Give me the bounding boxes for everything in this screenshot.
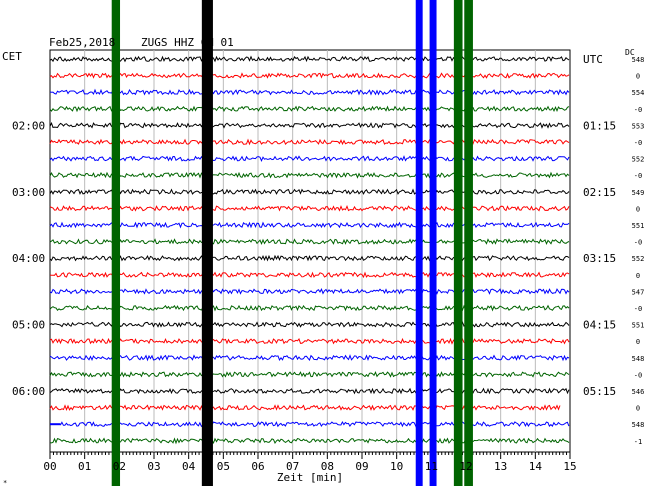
trace-row-5: [49, 138, 570, 146]
cet-hour-label: 06:00: [12, 385, 45, 398]
dc-offset-value: -0: [634, 106, 642, 114]
dc-offset-value: 552: [632, 255, 645, 263]
x-tick-label: 10: [390, 460, 403, 473]
cet-hour-label: 02:00: [12, 119, 45, 132]
trace-row-16: [49, 320, 570, 328]
dc-offset-value: 551: [632, 222, 645, 230]
utc-hour-label: 01:15: [583, 119, 616, 132]
cet-hour-label: 03:00: [12, 186, 45, 199]
trace-layer: [49, 55, 570, 445]
trace-row-0: [49, 55, 570, 63]
x-tick-label: 12: [459, 460, 472, 473]
trace-row-6: [49, 155, 570, 162]
event-6-band: [464, 0, 473, 486]
trace-row-4: [49, 121, 570, 129]
x-tick-label: 00: [43, 460, 56, 473]
trace-row-1: [49, 72, 570, 79]
dc-offset-value: -0: [634, 371, 642, 379]
dc-offset-value: 546: [632, 388, 645, 396]
dc-offset-value: -1: [634, 438, 642, 446]
trace-row-19: [49, 371, 570, 378]
event-5-band: [453, 0, 463, 486]
x-tick-label: 13: [494, 460, 507, 473]
left-timezone-label: CET: [2, 50, 22, 63]
utc-hour-label: 04:15: [583, 319, 616, 332]
dc-offset-value: 548: [632, 56, 645, 64]
trace-row-12: [49, 254, 570, 262]
event-4-band: [429, 0, 437, 486]
utc-hour-label: 05:15: [583, 385, 616, 398]
utc-hour-label: 03:15: [583, 252, 616, 265]
trace-row-10: [49, 221, 570, 229]
dc-offset-value: 548: [632, 421, 645, 429]
x-tick-label: 08: [321, 460, 334, 473]
cet-hour-label: 04:00: [12, 252, 45, 265]
trace-row-9: [49, 204, 570, 212]
x-axis-title: Zeit [min]: [277, 471, 343, 484]
x-tick-label: 05: [217, 460, 230, 473]
trace-row-8: [49, 188, 570, 195]
trace-row-7: [49, 171, 570, 179]
x-tick-label: 02: [113, 460, 126, 473]
dc-offset-value: 549: [632, 189, 645, 197]
trace-row-23: [49, 437, 570, 445]
trace-row-11: [49, 238, 570, 246]
trace-row-22: [59, 420, 570, 428]
utc-header-label: UTC: [583, 53, 603, 66]
corner-mark: *: [3, 479, 7, 487]
trace-row-14: [49, 287, 570, 295]
x-tick-label: 03: [147, 460, 160, 473]
cet-hour-label: 05:00: [12, 319, 45, 332]
dc-offset-value: 547: [632, 288, 645, 296]
dc-offset-value: 551: [632, 322, 645, 330]
label-layer: CET Feb25,2018 ZUGS HHZ CH 01 DC Zeit [m…: [2, 36, 644, 487]
dc-offset-value: 0: [636, 338, 640, 346]
trace-row-20: [49, 387, 570, 395]
grid-layer: [49, 49, 571, 459]
x-tick-label: 15: [563, 460, 576, 473]
x-tick-label: 06: [251, 460, 264, 473]
dc-offset-value: 552: [632, 156, 645, 164]
event-2-band: [201, 0, 213, 486]
dc-offset-value: 0: [636, 405, 640, 413]
trace-row-18: [49, 354, 570, 362]
date-label: Feb25,2018: [49, 36, 115, 49]
trace-row-15: [49, 304, 570, 312]
station-label: ZUGS HHZ CH 01: [141, 36, 234, 49]
dc-offset-value: -0: [634, 172, 642, 180]
x-tick-label: 07: [286, 460, 299, 473]
dc-offset-value: -0: [634, 139, 642, 147]
dc-offset-value: -0: [634, 305, 642, 313]
x-tick-label: 09: [355, 460, 368, 473]
event-3-band: [415, 0, 423, 486]
dc-offset-value: 554: [632, 89, 645, 97]
trace-row-2: [49, 88, 570, 96]
utc-hour-label: 02:15: [583, 186, 616, 199]
dc-offset-value: 0: [636, 272, 640, 280]
dc-label: DC: [625, 48, 635, 57]
event-layer: [111, 0, 473, 486]
x-tick-label: 04: [182, 460, 196, 473]
dc-offset-value: 548: [632, 355, 645, 363]
dc-offset-value: -0: [634, 239, 642, 247]
x-tick-label: 01: [78, 460, 91, 473]
x-tick-label: 14: [529, 460, 543, 473]
trace-row-13: [49, 271, 570, 279]
event-1-band: [111, 0, 121, 486]
dc-offset-value: 553: [632, 122, 645, 130]
trace-row-17: [49, 337, 570, 345]
dc-offset-value: 0: [636, 205, 640, 213]
dc-offset-value: 0: [636, 73, 640, 81]
trace-row-3: [49, 105, 570, 113]
trace-row-21: [49, 404, 561, 411]
x-tick-label: 11: [425, 460, 438, 473]
